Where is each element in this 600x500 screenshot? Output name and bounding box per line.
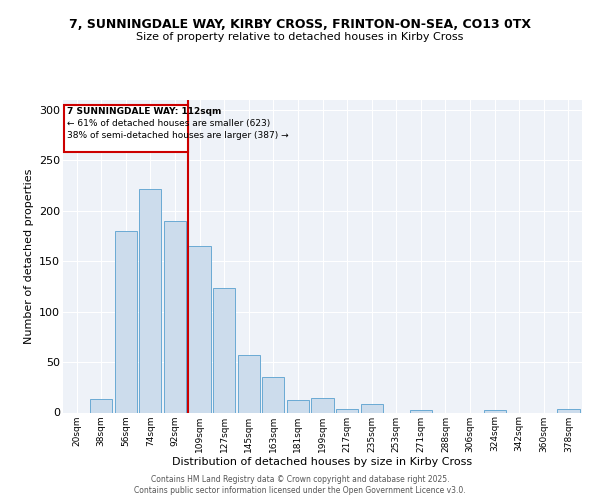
Bar (361, 404, 383, 412)
Text: Contains HM Land Registry data © Crown copyright and database right 2025.: Contains HM Land Registry data © Crown c… (151, 475, 449, 484)
Text: Contains public sector information licensed under the Open Government Licence v3: Contains public sector information licen… (134, 486, 466, 495)
Bar (410, 410, 432, 412)
Text: 7, SUNNINGDALE WAY, KIRBY CROSS, FRINTON-ON-SEA, CO13 0TX: 7, SUNNINGDALE WAY, KIRBY CROSS, FRINTON… (69, 18, 531, 30)
Text: 7 SUNNINGDALE WAY: 112sqm: 7 SUNNINGDALE WAY: 112sqm (67, 107, 221, 116)
Bar (238, 355, 260, 412)
Bar (139, 188, 161, 412)
Bar (287, 400, 309, 412)
Text: ← 61% of detached houses are smaller (623): ← 61% of detached houses are smaller (62… (67, 119, 270, 128)
Bar (90, 400, 112, 412)
Bar (557, 410, 580, 412)
Bar (115, 231, 137, 412)
Bar (164, 221, 186, 412)
Bar (336, 410, 358, 412)
Text: Size of property relative to detached houses in Kirby Cross: Size of property relative to detached ho… (136, 32, 464, 42)
Bar (213, 288, 235, 412)
X-axis label: Distribution of detached houses by size in Kirby Cross: Distribution of detached houses by size … (172, 457, 473, 467)
Text: 38% of semi-detached houses are larger (387) →: 38% of semi-detached houses are larger (… (67, 131, 289, 140)
FancyBboxPatch shape (64, 105, 188, 152)
Bar (188, 246, 211, 412)
Bar (311, 398, 334, 412)
Bar (484, 410, 506, 412)
Bar (262, 377, 284, 412)
Y-axis label: Number of detached properties: Number of detached properties (23, 168, 34, 344)
